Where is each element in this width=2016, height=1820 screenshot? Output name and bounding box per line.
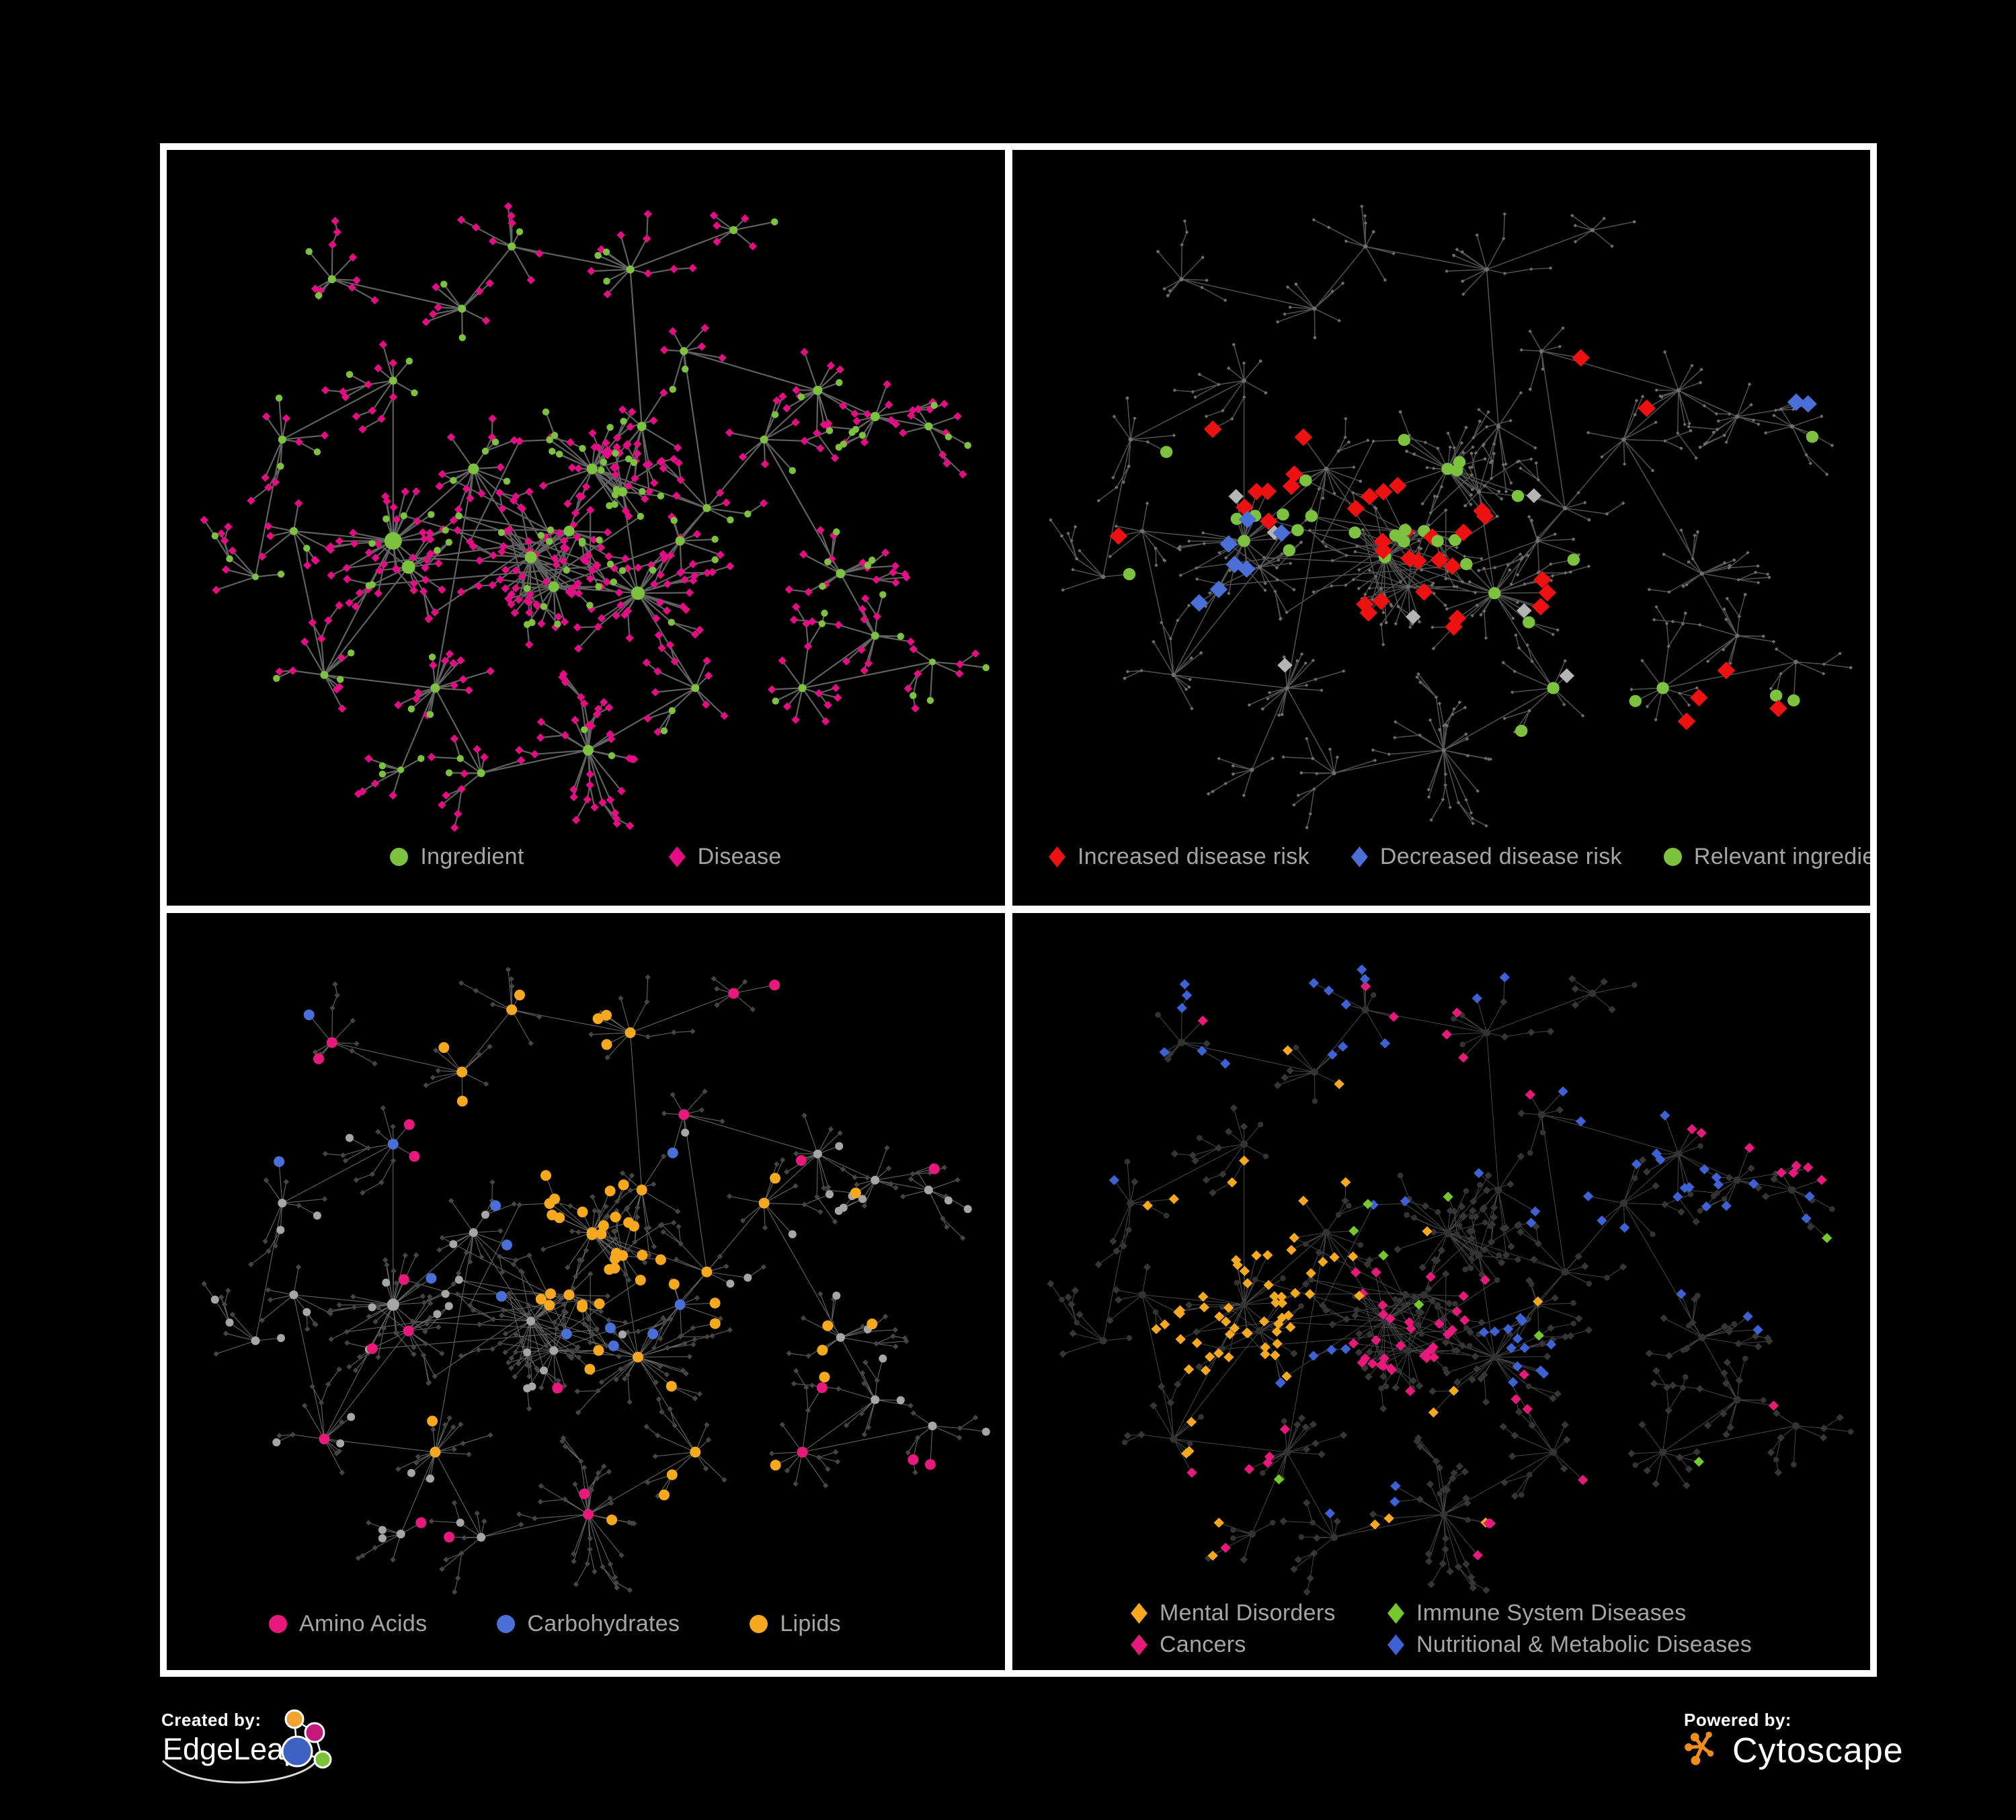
network-graph-nutrient-classes: [201, 966, 990, 1595]
legend-item: Immune System Diseases: [1387, 1600, 1752, 1626]
powered-by-label: Powered by:: [1684, 1710, 1792, 1730]
network-graph-ingredient-disease: [200, 202, 990, 832]
legend-label: Lipids: [780, 1611, 841, 1636]
legend-marker-circle: [269, 1615, 287, 1633]
legend-label: Nutritional & Metabolic Diseases: [1416, 1632, 1752, 1657]
legend-item: Carbohydrates: [497, 1611, 680, 1637]
legend-item: Mental Disorders: [1131, 1600, 1387, 1626]
edgeleap-wordmark: EdgeLeap: [163, 1732, 300, 1766]
legend-marker-diamond: [1049, 846, 1065, 867]
legend-marker-diamond: [668, 846, 686, 867]
legend-item: Nutritional & Metabolic Diseases: [1387, 1632, 1752, 1658]
legend-item: Ingredient: [390, 844, 524, 870]
legend-marker-circle: [390, 848, 409, 866]
panel-disease-risk-network: Increased disease risk Decreased disease …: [1012, 150, 1870, 906]
legend-label: Ingredient: [420, 844, 524, 869]
edgeleap-node-orange: [284, 1709, 305, 1729]
created-by-label: Created by:: [161, 1710, 261, 1730]
highlight-nodes-layer: [274, 980, 940, 1543]
legend-marker-diamond: [1350, 846, 1368, 867]
legend-item: Cancers: [1131, 1632, 1387, 1658]
legend-ingredient-disease: Ingredient Disease: [167, 844, 1005, 870]
network-graph-disease-risk: [1049, 204, 1853, 830]
panel-ingredient-disease-network: Ingredient Disease: [167, 150, 1005, 906]
legend-label: Increased disease risk: [1078, 844, 1309, 869]
legend-disease-risk: Increased disease risk Decreased disease …: [1049, 844, 1870, 870]
base-nodes-layer: [1047, 965, 1854, 1596]
edgeleap-node-green: [313, 1750, 332, 1769]
panel-disease-class-network: Mental Disorders Immune System Diseases Ca…: [1012, 913, 1870, 1670]
legend-label: Decreased disease risk: [1379, 844, 1622, 869]
cytoscape-wordmark: Cytoscape: [1732, 1731, 1904, 1770]
legend-marker-diamond: [1387, 1634, 1404, 1655]
legend-marker-diamond: [1131, 1634, 1147, 1655]
legend-item: Disease: [668, 844, 782, 870]
edgeleap-branding: Created by: EdgeLeap: [161, 1709, 350, 1816]
edges-layer: [1050, 970, 1851, 1592]
legend-item: Decreased disease risk: [1350, 844, 1622, 870]
cytoscape-branding: Powered by: Cytosc: [1684, 1710, 1912, 1790]
cytoscape-icon: [1685, 1731, 1714, 1766]
edges-layer: [1050, 206, 1851, 828]
legend-label: Carbohydrates: [527, 1611, 680, 1636]
panels-frame: Ingredient Disease Increased disease risk…: [160, 143, 1877, 1677]
edgeleap-node-magenta: [304, 1722, 325, 1743]
legend-label: Relevant ingredient: [1693, 844, 1870, 869]
edgeleap-node-blue: [281, 1735, 313, 1768]
edgeleap-wordmark-text: EdgeLeap: [163, 1732, 300, 1766]
network-graph-disease-classes: [1047, 964, 1854, 1596]
legend-marker-diamond: [1387, 1603, 1404, 1624]
base-nodes-layer: [200, 202, 990, 832]
legend-marker-circle: [1663, 848, 1682, 866]
legend-label: Disease: [697, 844, 782, 869]
legend-label: Amino Acids: [299, 1611, 428, 1636]
edges-layer: [203, 206, 986, 828]
legend-item: Amino Acids: [269, 1611, 427, 1637]
base-nodes-layer: [1049, 204, 1853, 830]
legend-nutrient-classes: Amino Acids Carbohydrates Lipids: [269, 1611, 841, 1637]
legend-label: Cancers: [1160, 1632, 1246, 1657]
legend-marker-circle: [750, 1615, 768, 1633]
highlight-nodes-layer: [1108, 964, 1832, 1561]
cytoscape-icon-nodes: [1685, 1731, 1714, 1766]
panel-divider-horizontal: [167, 906, 1870, 913]
legend-item: Lipids: [750, 1611, 841, 1637]
legend-marker-diamond: [1131, 1603, 1147, 1624]
legend-marker-circle: [497, 1615, 516, 1633]
legend-item: Increased disease risk: [1049, 844, 1309, 870]
legend-item: Relevant ingredient: [1663, 844, 1870, 870]
legend-label: Immune System Diseases: [1416, 1600, 1687, 1626]
legend-label: Mental Disorders: [1160, 1600, 1336, 1626]
edgeleap-logo-node-cluster: [281, 1709, 332, 1769]
legend-disease-classes: Mental Disorders Immune System Diseases Ca…: [1131, 1600, 1752, 1658]
panel-nutrient-class-network: Amino Acids Carbohydrates Lipids: [167, 913, 1005, 1670]
